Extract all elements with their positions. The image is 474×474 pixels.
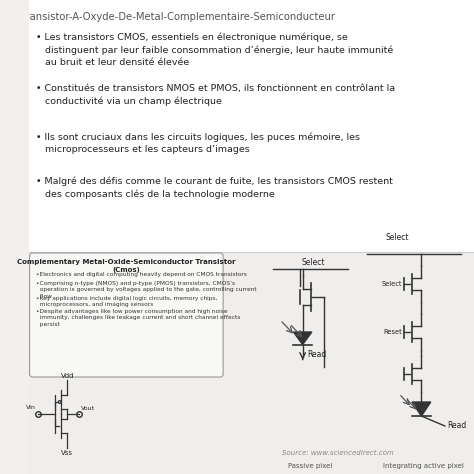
Bar	[28, 0, 474, 254]
Text: Select: Select	[301, 258, 325, 267]
Bar	[28, 252, 474, 474]
Text: Select: Select	[386, 233, 409, 242]
Text: Integrating active pixel: Integrating active pixel	[383, 463, 464, 469]
Text: •Electronics and digital computing heavily depend on CMOS transistors: •Electronics and digital computing heavi…	[36, 272, 247, 277]
Text: Vin: Vin	[26, 405, 36, 410]
Polygon shape	[412, 402, 431, 416]
Text: Select: Select	[382, 281, 402, 287]
FancyBboxPatch shape	[29, 253, 223, 377]
Text: •Comprising n-type (NMOS) and p-type (PMOS) transistors, CMOS’s
  operation is g: •Comprising n-type (NMOS) and p-type (PM…	[36, 281, 257, 299]
Text: • Ils sont cruciaux dans les circuits logiques, les puces mémoire, les
   microp: • Ils sont cruciaux dans les circuits lo…	[36, 132, 360, 154]
Text: Vout: Vout	[81, 406, 95, 411]
Text: •Key applications include digital logic circuits, memory chips,
  microprocessor: •Key applications include digital logic …	[36, 296, 218, 308]
Text: • Constitués de transistors NMOS et PMOS, ils fonctionnent en contrôlant la
   c: • Constitués de transistors NMOS et PMOS…	[36, 84, 395, 106]
Text: Passive pixel: Passive pixel	[288, 463, 333, 469]
Text: Reset: Reset	[384, 329, 402, 335]
Text: •Despite advantages like low power consumption and high noise
  immunity, challe: •Despite advantages like low power consu…	[36, 309, 240, 327]
Text: Source: www.sciencedirect.com: Source: www.sciencedirect.com	[283, 450, 394, 456]
Text: Transistor-A-Oxyde-De-Metal-Complementaire-Semiconducteur: Transistor-A-Oxyde-De-Metal-Complementai…	[21, 12, 335, 22]
Text: Complementary Metal-Oxide-Semiconductor Transistor
(Cmos): Complementary Metal-Oxide-Semiconductor …	[17, 259, 236, 273]
Text: Read: Read	[308, 350, 327, 359]
Text: • Malgré des défis comme le courant de fuite, les transistors CMOS restent
   de: • Malgré des défis comme le courant de f…	[36, 176, 393, 199]
Polygon shape	[293, 332, 312, 345]
Text: • Les transistors CMOS, essentiels en électronique numérique, se
   distinguent : • Les transistors CMOS, essentiels en él…	[36, 32, 393, 67]
Text: Read: Read	[447, 421, 467, 430]
Text: Vss: Vss	[61, 450, 73, 456]
Text: Vdd: Vdd	[61, 373, 74, 379]
